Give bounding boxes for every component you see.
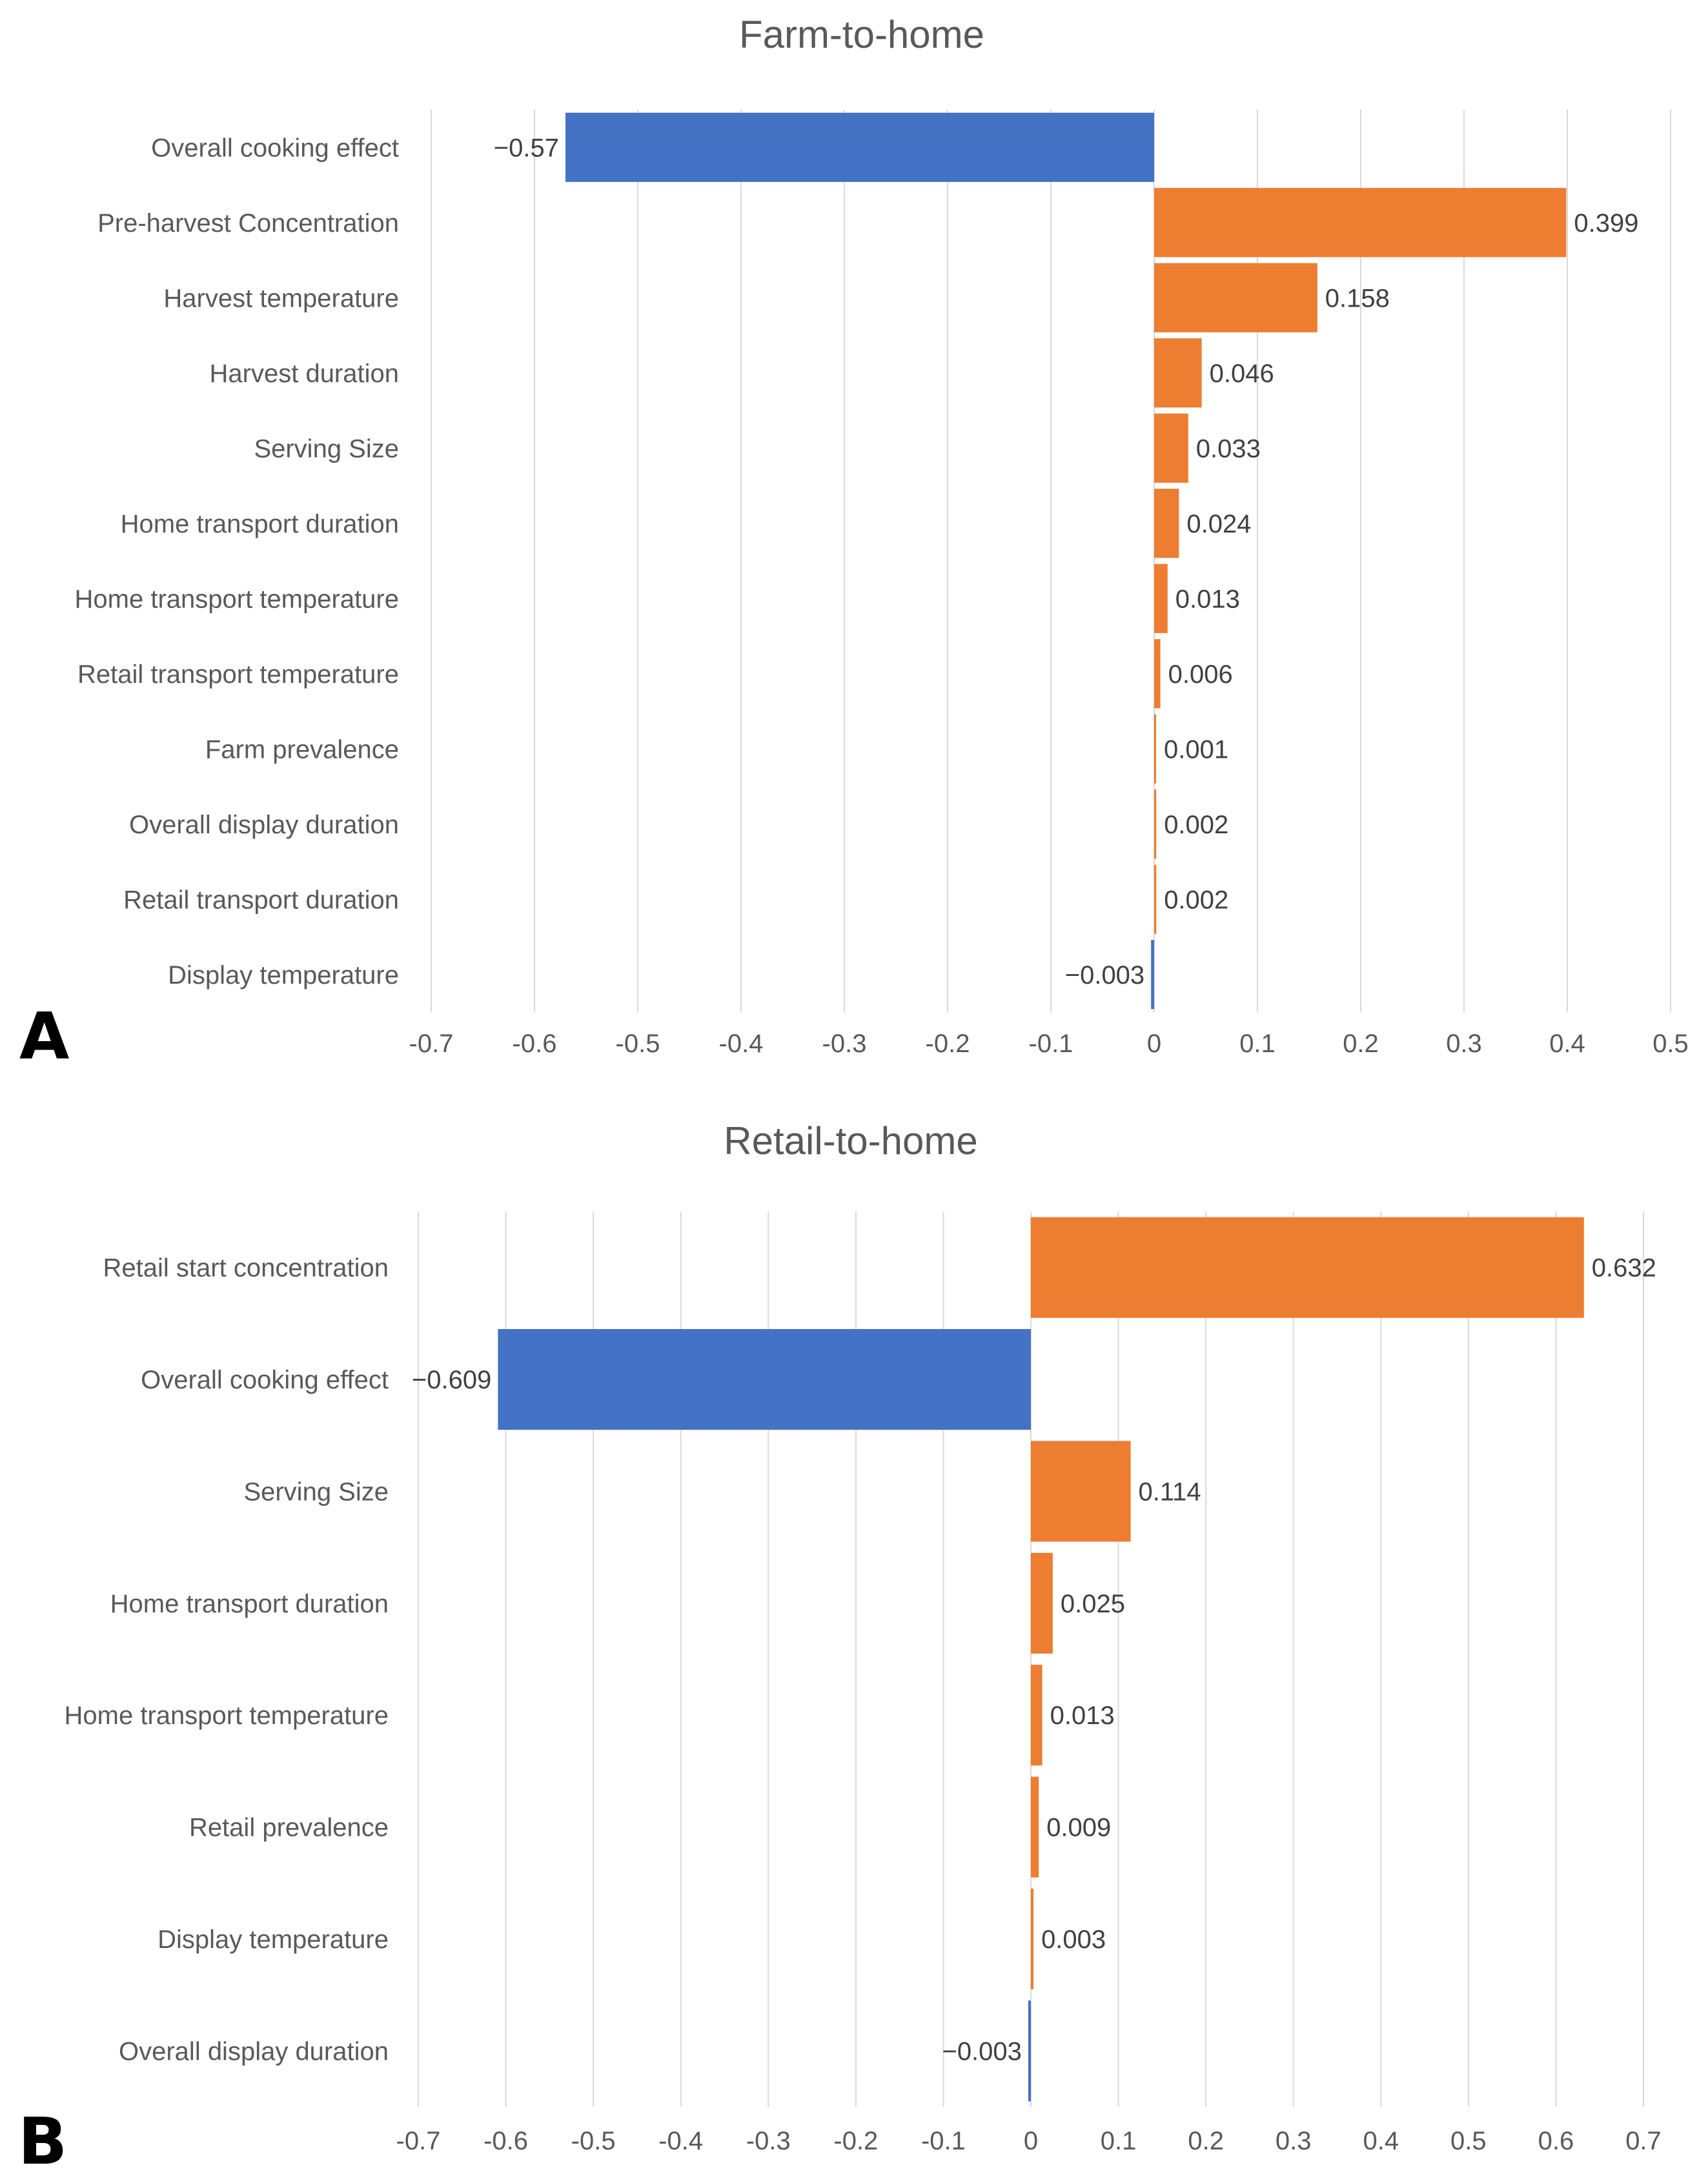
chart-a-data-label: 0.002	[1164, 886, 1228, 914]
chart-a-x-tick-label: 0.1	[1239, 1030, 1276, 1058]
chart-b-category-label: Overall display duration	[119, 2037, 389, 2066]
chart-b-bar	[1028, 2000, 1031, 2102]
chart-b-category-label: Retail start concentration	[103, 1254, 389, 1283]
chart-a-bar	[1154, 188, 1567, 258]
chart-b-x-tick-label: 0.5	[1450, 2127, 1487, 2155]
chart-a-category-label: Overall display duration	[129, 811, 399, 839]
chart-a-title: Farm-to-home	[739, 13, 984, 56]
chart-a-x-tick-label: 0.5	[1652, 1030, 1689, 1058]
chart-a-data-label: −0.57	[494, 134, 559, 162]
chart-b-bar	[1031, 1441, 1131, 1542]
chart-a-bar	[1154, 413, 1188, 483]
chart-b-bar	[1031, 1888, 1034, 1989]
chart-b-data-label: 0.632	[1592, 1254, 1656, 1283]
chart-a-data-label: 0.046	[1210, 360, 1274, 388]
chart-a-category-label: Serving Size	[254, 434, 399, 463]
chart-b-data-label: 0.114	[1139, 1477, 1201, 1506]
chart-b-x-tick-label: -0.1	[921, 2127, 966, 2155]
chart-a-bar	[1154, 639, 1161, 709]
chart-b-x-tick-label: -0.5	[571, 2127, 616, 2155]
chart-b-data-label: −0.609	[412, 1366, 491, 1394]
chart-b-category-label: Overall cooking effect	[141, 1366, 389, 1394]
chart-a-category-label: Farm prevalence	[205, 735, 399, 764]
chart-b-data-label: 0.009	[1046, 1814, 1111, 1842]
panel-label-b: B	[18, 2104, 67, 2179]
chart-a-x-tick-label: -0.3	[822, 1030, 867, 1058]
chart-b-bar	[1031, 1552, 1053, 1654]
chart-a-category-label: Overall cooking effect	[151, 134, 399, 162]
chart-a-x-tick-label: 0.3	[1446, 1030, 1482, 1058]
chart-a-category-label: Harvest temperature	[163, 284, 399, 312]
chart-a-x-tick-label: -0.1	[1029, 1030, 1073, 1058]
chart-a-bar	[1151, 940, 1154, 1010]
chart-b-category-label: Serving Size	[243, 1477, 389, 1506]
chart-a-category-label: Harvest duration	[210, 360, 399, 388]
chart-b-data-label: −0.003	[942, 2037, 1021, 2066]
chart-a-data-label: 0.399	[1574, 209, 1638, 238]
chart-b-x-tick-label: 0.1	[1101, 2127, 1137, 2155]
chart-a-bar	[1154, 489, 1179, 558]
chart-a-data-label: 0.158	[1325, 284, 1390, 312]
chart-a-x-tick-label: 0	[1147, 1030, 1161, 1058]
chart-b-data-label: 0.025	[1061, 1590, 1125, 1618]
chart-a-bar	[1154, 564, 1168, 633]
chart-b-category-label: Home transport temperature	[65, 1701, 389, 1730]
chart-a-x-tick-label: -0.4	[719, 1030, 764, 1058]
chart-b-data-label: 0.003	[1041, 1925, 1106, 1954]
chart-b-x-tick-label: 0	[1024, 2127, 1038, 2155]
chart-a-data-label: −0.003	[1065, 961, 1144, 990]
chart-a-category-label: Display temperature	[168, 961, 399, 990]
chart-a-x-tick-label: -0.6	[513, 1030, 557, 1058]
chart-a-data-label: 0.024	[1186, 510, 1251, 538]
chart-b-x-tick-label: -0.7	[396, 2127, 441, 2155]
chart-a-category-label: Retail transport temperature	[77, 660, 399, 689]
chart-b-x-tick-label: -0.6	[483, 2127, 528, 2155]
chart-a-plot: -0.7 -0.6 -0.5 -0.4 -0.3 -0.2 -0.1 0 0.1 0.2 0.3 0.…	[75, 110, 1689, 1058]
chart-a-bar	[1154, 338, 1202, 408]
chart-a-x-tick-label: -0.2	[926, 1030, 970, 1058]
chart-b-x-tick-label: 0.3	[1276, 2127, 1312, 2155]
chart-a-bar	[565, 112, 1154, 182]
chart-a-data-label: 0.001	[1164, 735, 1228, 764]
chart-b-category-label: Home transport duration	[110, 1590, 389, 1618]
chart-a-data-label: 0.002	[1164, 811, 1228, 839]
chart-a-data-label: 0.006	[1168, 660, 1233, 689]
chart-a-x-tick-label: 0.4	[1549, 1030, 1585, 1058]
chart-b-category-label: Retail prevalence	[189, 1814, 389, 1842]
chart-a-bar	[1154, 864, 1157, 934]
chart-a-x-tick-label: -0.5	[616, 1030, 660, 1058]
chart-b-x-tick-label: 0.2	[1188, 2127, 1224, 2155]
chart-a-data-label: 0.033	[1196, 434, 1261, 463]
chart-a-category-label: Home transport duration	[121, 510, 399, 538]
chart-b-plot: -0.7 -0.6 -0.5 -0.4 -0.3 -0.2 -0.1 0 0.1 0.2 0.3 0.…	[65, 1212, 1662, 2155]
chart-b-x-tick-label: -0.4	[658, 2127, 703, 2155]
chart-a-data-label: 0.013	[1175, 585, 1240, 613]
chart-b-bar	[1031, 1665, 1042, 1766]
chart-a-category-label: Pre-harvest Concentration	[97, 209, 399, 238]
panel-label-a: A	[19, 999, 69, 1074]
chart-b-bar	[1031, 1217, 1584, 1318]
chart-b-bar	[498, 1329, 1031, 1430]
chart-b-x-tick-label: 0.6	[1538, 2127, 1574, 2155]
chart-b-x-tick-label: -0.2	[833, 2127, 878, 2155]
chart-a-bar	[1154, 714, 1156, 784]
chart-a-bar	[1154, 789, 1157, 859]
chart-b-x-tick-label: 0.7	[1625, 2127, 1662, 2155]
chart-b-x-tick-label: -0.3	[746, 2127, 791, 2155]
chart-a-category-label: Home transport temperature	[75, 585, 399, 613]
chart-b-bar	[1031, 1776, 1039, 1878]
chart-a-bar	[1154, 263, 1317, 332]
chart-b-title: Retail-to-home	[724, 1119, 978, 1163]
chart-b-x-tick-label: 0.4	[1363, 2127, 1399, 2155]
chart-a-x-tick-label: 0.2	[1343, 1030, 1379, 1058]
chart-a-category-label: Retail transport duration	[123, 886, 399, 914]
chart-b-category-label: Display temperature	[158, 1925, 389, 1954]
chart-b-data-label: 0.013	[1050, 1701, 1115, 1730]
chart-a-x-tick-label: -0.7	[409, 1030, 454, 1058]
